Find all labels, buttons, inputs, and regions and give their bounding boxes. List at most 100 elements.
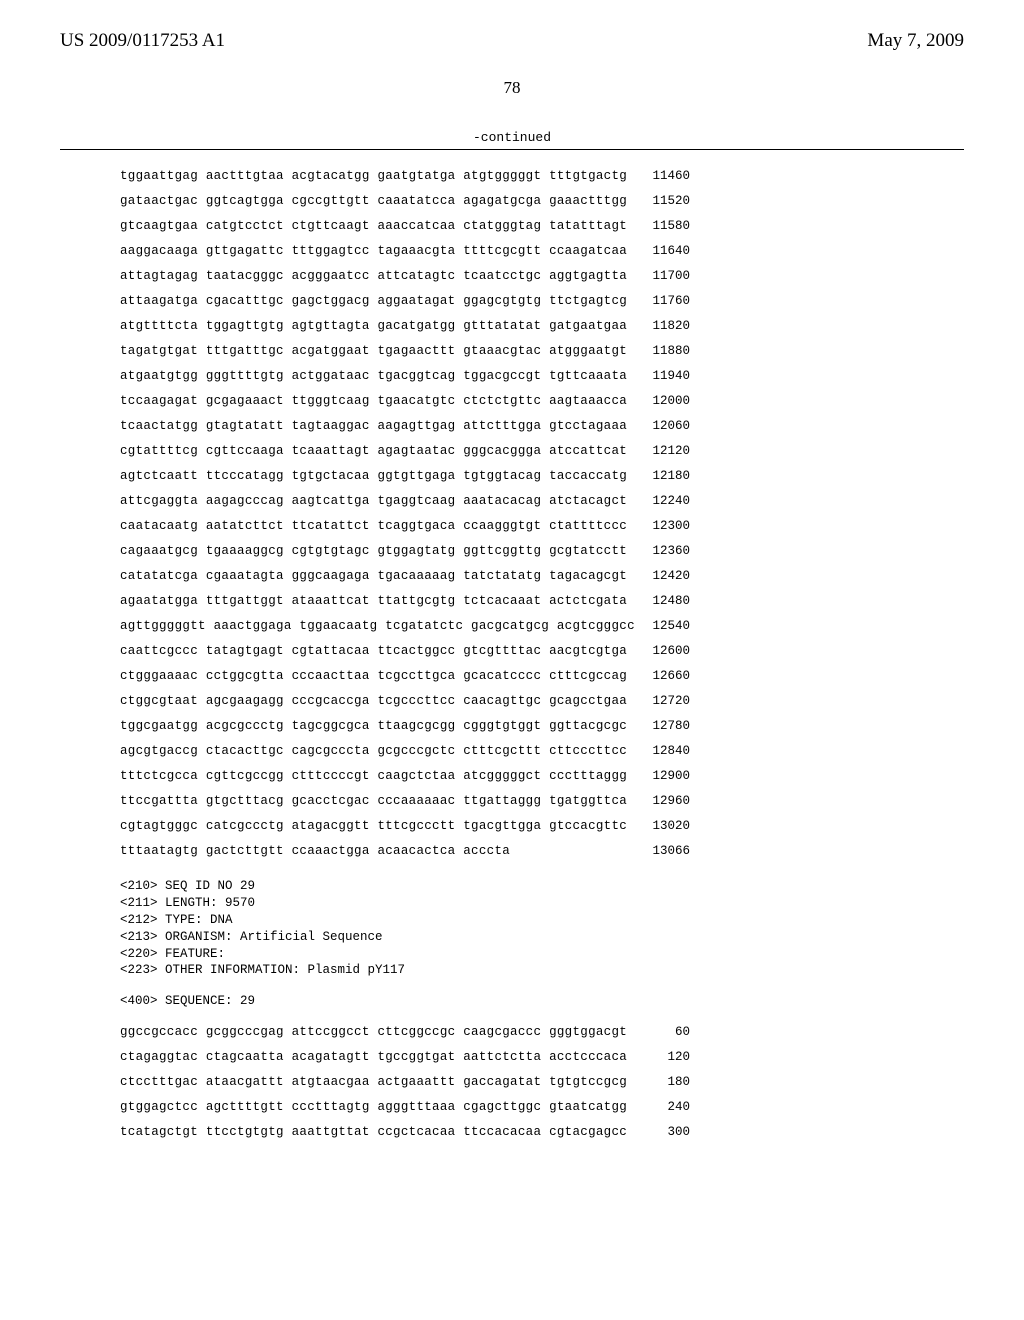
sequence-text: attcgaggta aagagcccag aagtcattga tgaggtc… <box>120 489 630 514</box>
sequence-row: tcatagctgt ttcctgtgtg aaattgttat ccgctca… <box>120 1120 1024 1145</box>
sequence-position: 12420 <box>630 564 690 589</box>
page-number: 78 <box>0 78 1024 98</box>
sequence-position: 11580 <box>630 214 690 239</box>
sequence-row: caattcgccc tatagtgagt cgtattacaa ttcactg… <box>120 639 1024 664</box>
sequence-text: atgaatgtgg gggttttgtg actggataac tgacggt… <box>120 364 630 389</box>
sequence-row: gtcaagtgaa catgtcctct ctgttcaagt aaaccat… <box>120 214 1024 239</box>
sequence-listing-2: ggccgccacc gcggcccgag attccggcct cttcggc… <box>120 1020 1024 1145</box>
sequence-row: agcgtgaccg ctacacttgc cagcgcccta gcgcccg… <box>120 739 1024 764</box>
sequence-text: gataactgac ggtcagtgga cgccgttgtt caaatat… <box>120 189 630 214</box>
sequence-text: ctagaggtac ctagcaatta acagatagtt tgccggt… <box>120 1045 630 1070</box>
sequence-position: 12180 <box>630 464 690 489</box>
sequence-row: tagatgtgat tttgatttgc acgatggaat tgagaac… <box>120 339 1024 364</box>
sequence-text: cgtagtgggc catcgccctg atagacggtt tttcgcc… <box>120 814 630 839</box>
sequence-text: ctcctttgac ataacgattt atgtaacgaa actgaaa… <box>120 1070 630 1095</box>
sequence-row: tttctcgcca cgttcgccgg ctttccccgt caagctc… <box>120 764 1024 789</box>
sequence-row: tccaagagat gcgagaaact ttgggtcaag tgaacat… <box>120 389 1024 414</box>
sequence-position: 12360 <box>630 539 690 564</box>
sequence-position: 11760 <box>630 289 690 314</box>
sequence-text: attaagatga cgacatttgc gagctggacg aggaata… <box>120 289 630 314</box>
sequence-row: tcaactatgg gtagtatatt tagtaaggac aagagtt… <box>120 414 1024 439</box>
sequence-position: 11820 <box>630 314 690 339</box>
sequence-text: tcatagctgt ttcctgtgtg aaattgttat ccgctca… <box>120 1120 630 1145</box>
sequence-text: tccaagagat gcgagaaact ttgggtcaag tgaacat… <box>120 389 630 414</box>
sequence-text: catatatcga cgaaatagta gggcaagaga tgacaaa… <box>120 564 630 589</box>
sequence-position: 11940 <box>630 364 690 389</box>
sequence-label: <400> SEQUENCE: 29 <box>120 993 1024 1010</box>
sequence-text: cgtattttcg cgttccaaga tcaaattagt agagtaa… <box>120 439 630 464</box>
sequence-text: attagtagag taatacgggc acgggaatcc attcata… <box>120 264 630 289</box>
sequence-position: 12600 <box>630 639 690 664</box>
sequence-text: caatacaatg aatatcttct ttcatattct tcaggtg… <box>120 514 630 539</box>
sequence-text: tggcgaatgg acgcgccctg tagcggcgca ttaagcg… <box>120 714 630 739</box>
sequence-position: 60 <box>630 1020 690 1045</box>
sequence-row: gtggagctcc agcttttgtt ccctttagtg agggttt… <box>120 1095 1024 1120</box>
sequence-position: 13066 <box>630 839 690 864</box>
sequence-text: tggaattgag aactttgtaa acgtacatgg gaatgta… <box>120 164 630 189</box>
sequence-row: ctagaggtac ctagcaatta acagatagtt tgccggt… <box>120 1045 1024 1070</box>
sequence-text: tttaatagtg gactcttgtt ccaaactgga acaacac… <box>120 839 630 864</box>
sequence-position: 12960 <box>630 789 690 814</box>
top-rule <box>60 149 964 150</box>
sequence-row: ctcctttgac ataacgattt atgtaacgaa actgaaa… <box>120 1070 1024 1095</box>
sequence-position: 11520 <box>630 189 690 214</box>
sequence-text: agtctcaatt ttcccatagg tgtgctacaa ggtgttg… <box>120 464 630 489</box>
sequence-text: ctgggaaaac cctggcgtta cccaacttaa tcgcctt… <box>120 664 630 689</box>
sequence-position: 11640 <box>630 239 690 264</box>
sequence-position: 12540 <box>630 614 690 639</box>
sequence-row: gataactgac ggtcagtgga cgccgttgtt caaatat… <box>120 189 1024 214</box>
sequence-row: attaagatga cgacatttgc gagctggacg aggaata… <box>120 289 1024 314</box>
sequence-row: ctgggaaaac cctggcgtta cccaacttaa tcgcctt… <box>120 664 1024 689</box>
sequence-row: atgaatgtgg gggttttgtg actggataac tgacggt… <box>120 364 1024 389</box>
sequence-position: 12060 <box>630 414 690 439</box>
sequence-position: 12480 <box>630 589 690 614</box>
sequence-text: ggccgccacc gcggcccgag attccggcct cttcggc… <box>120 1020 630 1045</box>
sequence-position: 120 <box>630 1045 690 1070</box>
sequence-position: 12780 <box>630 714 690 739</box>
sequence-text: agcgtgaccg ctacacttgc cagcgcccta gcgcccg… <box>120 739 630 764</box>
sequence-row: ttccgattta gtgctttacg gcacctcgac cccaaaa… <box>120 789 1024 814</box>
sequence-row: cgtattttcg cgttccaaga tcaaattagt agagtaa… <box>120 439 1024 464</box>
sequence-text: cagaaatgcg tgaaaaggcg cgtgtgtagc gtggagt… <box>120 539 630 564</box>
sequence-position: 180 <box>630 1070 690 1095</box>
sequence-position: 12240 <box>630 489 690 514</box>
sequence-row: tggcgaatgg acgcgccctg tagcggcgca ttaagcg… <box>120 714 1024 739</box>
sequence-text: atgttttcta tggagttgtg agtgttagta gacatga… <box>120 314 630 339</box>
publication-number: US 2009/0117253 A1 <box>60 30 225 52</box>
sequence-text: tttctcgcca cgttcgccgg ctttccccgt caagctc… <box>120 764 630 789</box>
sequence-position: 11880 <box>630 339 690 364</box>
sequence-text: ttccgattta gtgctttacg gcacctcgac cccaaaa… <box>120 789 630 814</box>
sequence-position: 12660 <box>630 664 690 689</box>
sequence-text: ctggcgtaat agcgaagagg cccgcaccga tcgccct… <box>120 689 630 714</box>
sequence-row: agttgggggtt aaactggaga tggaacaatg tcgata… <box>120 614 1024 639</box>
sequence-text: agttgggggtt aaactggaga tggaacaatg tcgata… <box>120 614 630 639</box>
sequence-metadata: <210> SEQ ID NO 29 <211> LENGTH: 9570 <2… <box>120 878 1024 979</box>
sequence-row: catatatcga cgaaatagta gggcaagaga tgacaaa… <box>120 564 1024 589</box>
sequence-text: agaatatgga tttgattggt ataaattcat ttattgc… <box>120 589 630 614</box>
sequence-row: atgttttcta tggagttgtg agtgttagta gacatga… <box>120 314 1024 339</box>
sequence-position: 11460 <box>630 164 690 189</box>
sequence-row: agtctcaatt ttcccatagg tgtgctacaa ggtgttg… <box>120 464 1024 489</box>
sequence-position: 12840 <box>630 739 690 764</box>
sequence-text: caattcgccc tatagtgagt cgtattacaa ttcactg… <box>120 639 630 664</box>
sequence-row: ggccgccacc gcggcccgag attccggcct cttcggc… <box>120 1020 1024 1045</box>
sequence-position: 13020 <box>630 814 690 839</box>
sequence-text: aaggacaaga gttgagattc tttggagtcc tagaaac… <box>120 239 630 264</box>
sequence-row: attagtagag taatacgggc acgggaatcc attcata… <box>120 264 1024 289</box>
sequence-row: ctggcgtaat agcgaagagg cccgcaccga tcgccct… <box>120 689 1024 714</box>
sequence-row: agaatatgga tttgattggt ataaattcat ttattgc… <box>120 589 1024 614</box>
sequence-row: cgtagtgggc catcgccctg atagacggtt tttcgcc… <box>120 814 1024 839</box>
sequence-position: 240 <box>630 1095 690 1120</box>
sequence-position: 12300 <box>630 514 690 539</box>
sequence-listing-1: tggaattgag aactttgtaa acgtacatgg gaatgta… <box>120 164 1024 864</box>
sequence-row: cagaaatgcg tgaaaaggcg cgtgtgtagc gtggagt… <box>120 539 1024 564</box>
sequence-text: tagatgtgat tttgatttgc acgatggaat tgagaac… <box>120 339 630 364</box>
publication-date: May 7, 2009 <box>867 30 964 52</box>
sequence-position: 11700 <box>630 264 690 289</box>
sequence-text: gtggagctcc agcttttgtt ccctttagtg agggttt… <box>120 1095 630 1120</box>
sequence-text: gtcaagtgaa catgtcctct ctgttcaagt aaaccat… <box>120 214 630 239</box>
sequence-row: attcgaggta aagagcccag aagtcattga tgaggtc… <box>120 489 1024 514</box>
sequence-position: 12720 <box>630 689 690 714</box>
continued-label: -continued <box>0 130 1024 145</box>
sequence-row: tggaattgag aactttgtaa acgtacatgg gaatgta… <box>120 164 1024 189</box>
